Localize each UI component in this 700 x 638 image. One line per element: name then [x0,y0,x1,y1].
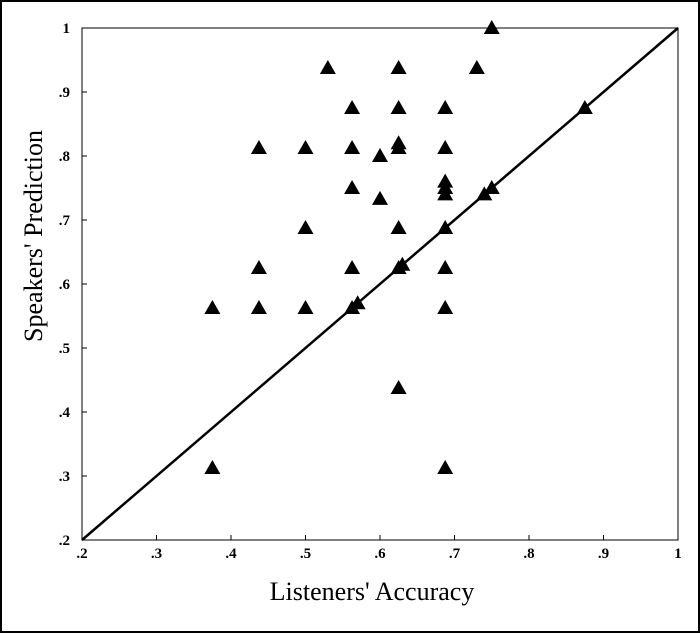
x-tick-label: .5 [300,546,311,562]
y-tick-label: .7 [59,213,71,229]
y-tick-label: .8 [59,149,70,165]
point [437,100,454,114]
point [204,460,221,474]
x-tick-label: .4 [225,546,237,562]
point [297,220,314,234]
point [250,260,267,274]
point [437,140,454,154]
point [390,140,407,154]
point [468,60,485,74]
point [319,60,336,74]
y-tick-label: .2 [59,533,70,549]
point [390,380,407,394]
point [204,300,221,314]
point [344,140,361,154]
y-tick-label: .6 [59,277,71,293]
y-axis-label: Speakers' Prediction [19,130,48,342]
point [297,300,314,314]
point [344,100,361,114]
point [372,148,388,162]
x-tick-label: .7 [449,546,461,562]
point [344,180,361,194]
point [437,300,454,314]
point [483,180,500,194]
point [394,256,411,271]
y-tick-label: .3 [59,469,70,485]
point [250,140,267,154]
point [437,260,454,274]
point [372,190,388,205]
x-tick-label: .9 [598,546,609,562]
point [344,260,361,274]
x-tick-label: .6 [374,546,386,562]
point [437,460,454,474]
y-tick-label: .5 [59,341,70,357]
y-tick-label: .4 [59,405,71,421]
point [390,60,407,74]
x-tick-label: .2 [76,546,87,562]
point [390,100,407,114]
x-tick-label: .8 [523,546,534,562]
point [437,220,454,234]
point [349,295,366,310]
x-axis-label: Listeners' Accuracy [270,577,475,606]
x-tick-label: 1 [674,546,682,562]
y-tick-label: 1 [63,21,71,37]
point [483,20,500,34]
point [390,220,407,234]
point [250,300,267,314]
point [576,100,593,114]
point [437,186,454,201]
x-tick-label: .3 [151,546,162,562]
point [297,140,314,154]
y-tick-label: .9 [59,85,70,101]
